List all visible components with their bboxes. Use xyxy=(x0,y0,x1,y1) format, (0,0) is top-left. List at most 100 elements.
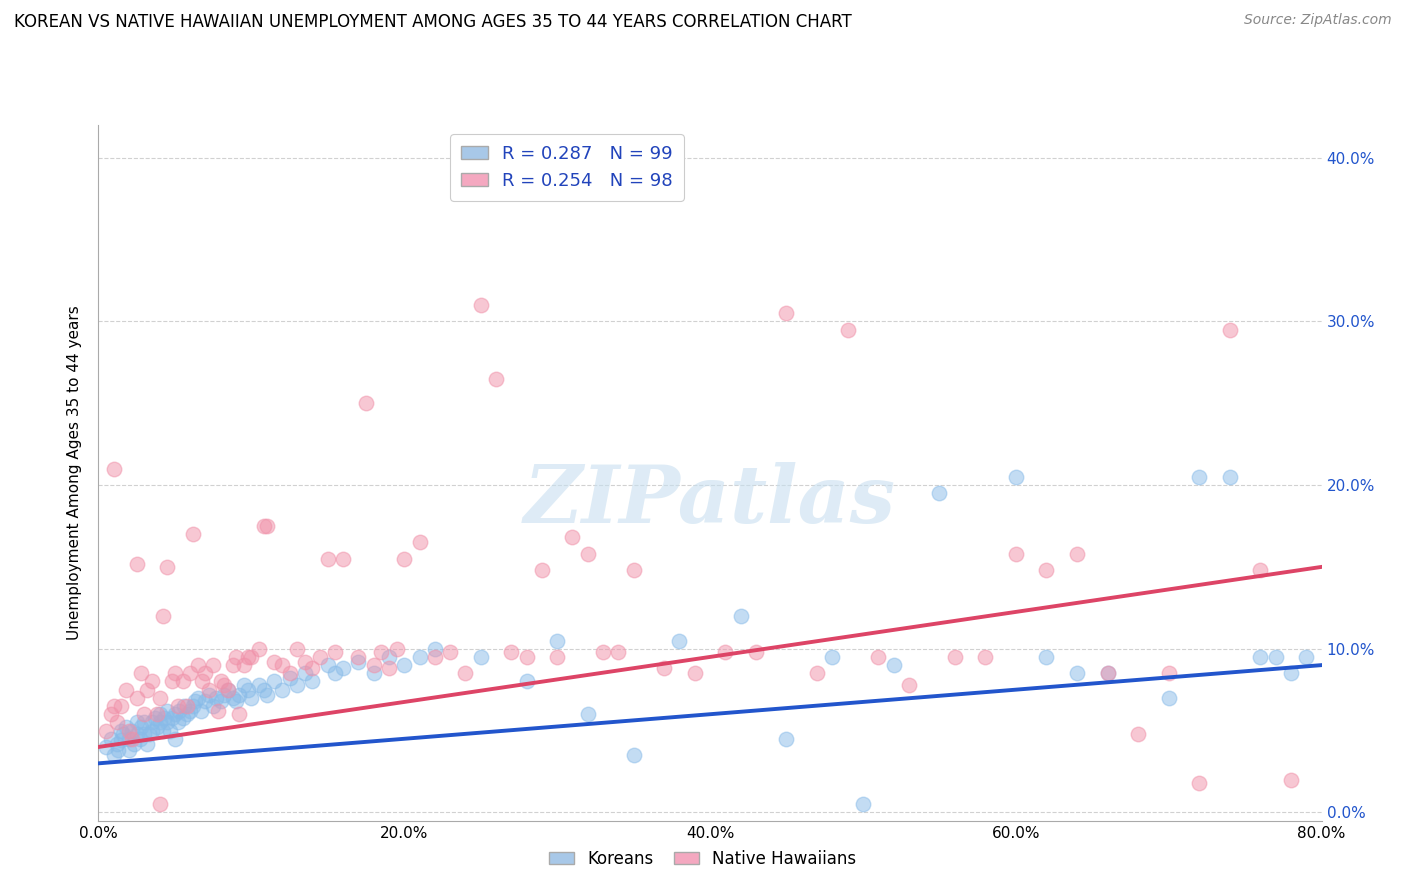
Point xyxy=(363,666,385,681)
Point xyxy=(202,699,225,714)
Point xyxy=(256,688,278,702)
Point xyxy=(546,649,568,664)
Point xyxy=(172,710,194,724)
Point xyxy=(385,641,408,656)
Point xyxy=(252,519,274,533)
Point xyxy=(623,748,645,763)
Point xyxy=(1249,649,1271,664)
Point xyxy=(190,704,212,718)
Point xyxy=(278,671,301,685)
Point xyxy=(1066,547,1088,561)
Point xyxy=(205,690,228,705)
Point xyxy=(1219,470,1241,484)
Point xyxy=(209,674,232,689)
Point xyxy=(252,682,274,697)
Point xyxy=(167,699,190,714)
Point xyxy=(138,727,160,741)
Point xyxy=(115,682,138,697)
Point xyxy=(149,690,172,705)
Point xyxy=(134,727,156,741)
Point xyxy=(576,547,599,561)
Point xyxy=(668,633,690,648)
Point xyxy=(111,727,134,741)
Point xyxy=(149,715,172,730)
Point xyxy=(110,723,132,738)
Point xyxy=(623,563,645,577)
Point xyxy=(470,298,492,312)
Point xyxy=(501,645,523,659)
Point xyxy=(212,688,235,702)
Point xyxy=(141,723,163,738)
Point xyxy=(225,694,247,708)
Point xyxy=(238,682,260,697)
Point xyxy=(217,682,239,697)
Point xyxy=(1279,666,1302,681)
Point xyxy=(897,678,920,692)
Point xyxy=(136,737,159,751)
Point xyxy=(202,658,225,673)
Point xyxy=(285,641,308,656)
Point xyxy=(232,658,254,673)
Point xyxy=(294,666,316,681)
Point xyxy=(1279,772,1302,787)
Point xyxy=(103,748,125,763)
Point xyxy=(1128,727,1150,741)
Point xyxy=(607,645,630,659)
Point xyxy=(1157,690,1180,705)
Point xyxy=(423,649,446,664)
Point xyxy=(354,396,377,410)
Point xyxy=(143,710,166,724)
Point xyxy=(145,720,167,734)
Point xyxy=(332,551,354,566)
Legend: Koreans, Native Hawaiians: Koreans, Native Hawaiians xyxy=(543,844,863,875)
Point xyxy=(128,731,150,746)
Legend: R = 0.287   N = 99, R = 0.254   N = 98: R = 0.287 N = 99, R = 0.254 N = 98 xyxy=(450,134,683,201)
Point xyxy=(363,658,385,673)
Point xyxy=(1004,470,1026,484)
Point xyxy=(1219,322,1241,336)
Point xyxy=(1295,649,1317,664)
Point xyxy=(176,699,198,714)
Point xyxy=(94,739,117,754)
Point xyxy=(928,486,950,500)
Point xyxy=(883,658,905,673)
Point xyxy=(172,674,194,689)
Point xyxy=(423,641,446,656)
Point xyxy=(159,723,181,738)
Text: KOREAN VS NATIVE HAWAIIAN UNEMPLOYMENT AMONG AGES 35 TO 44 YEARS CORRELATION CHA: KOREAN VS NATIVE HAWAIIAN UNEMPLOYMENT A… xyxy=(14,13,852,31)
Point xyxy=(325,666,347,681)
Point xyxy=(408,649,430,664)
Point xyxy=(485,371,508,385)
Point xyxy=(118,731,141,746)
Point xyxy=(103,699,125,714)
Point xyxy=(212,678,235,692)
Point xyxy=(118,743,141,757)
Point xyxy=(270,682,292,697)
Point xyxy=(325,645,347,659)
Point xyxy=(806,666,828,681)
Point xyxy=(118,723,141,738)
Point xyxy=(263,674,285,689)
Point xyxy=(160,674,183,689)
Point xyxy=(1066,666,1088,681)
Point xyxy=(278,666,301,681)
Point xyxy=(714,645,737,659)
Point xyxy=(152,723,174,738)
Point xyxy=(301,674,323,689)
Point xyxy=(1188,470,1211,484)
Point xyxy=(105,715,128,730)
Point xyxy=(775,731,797,746)
Point xyxy=(775,306,797,320)
Point xyxy=(240,649,263,664)
Point xyxy=(134,707,156,722)
Point xyxy=(347,649,370,664)
Point xyxy=(184,694,207,708)
Point xyxy=(141,674,163,689)
Point xyxy=(222,690,245,705)
Point xyxy=(181,527,204,541)
Point xyxy=(153,710,176,724)
Point xyxy=(347,655,370,669)
Point xyxy=(730,609,752,624)
Point xyxy=(129,720,152,734)
Point xyxy=(837,322,859,336)
